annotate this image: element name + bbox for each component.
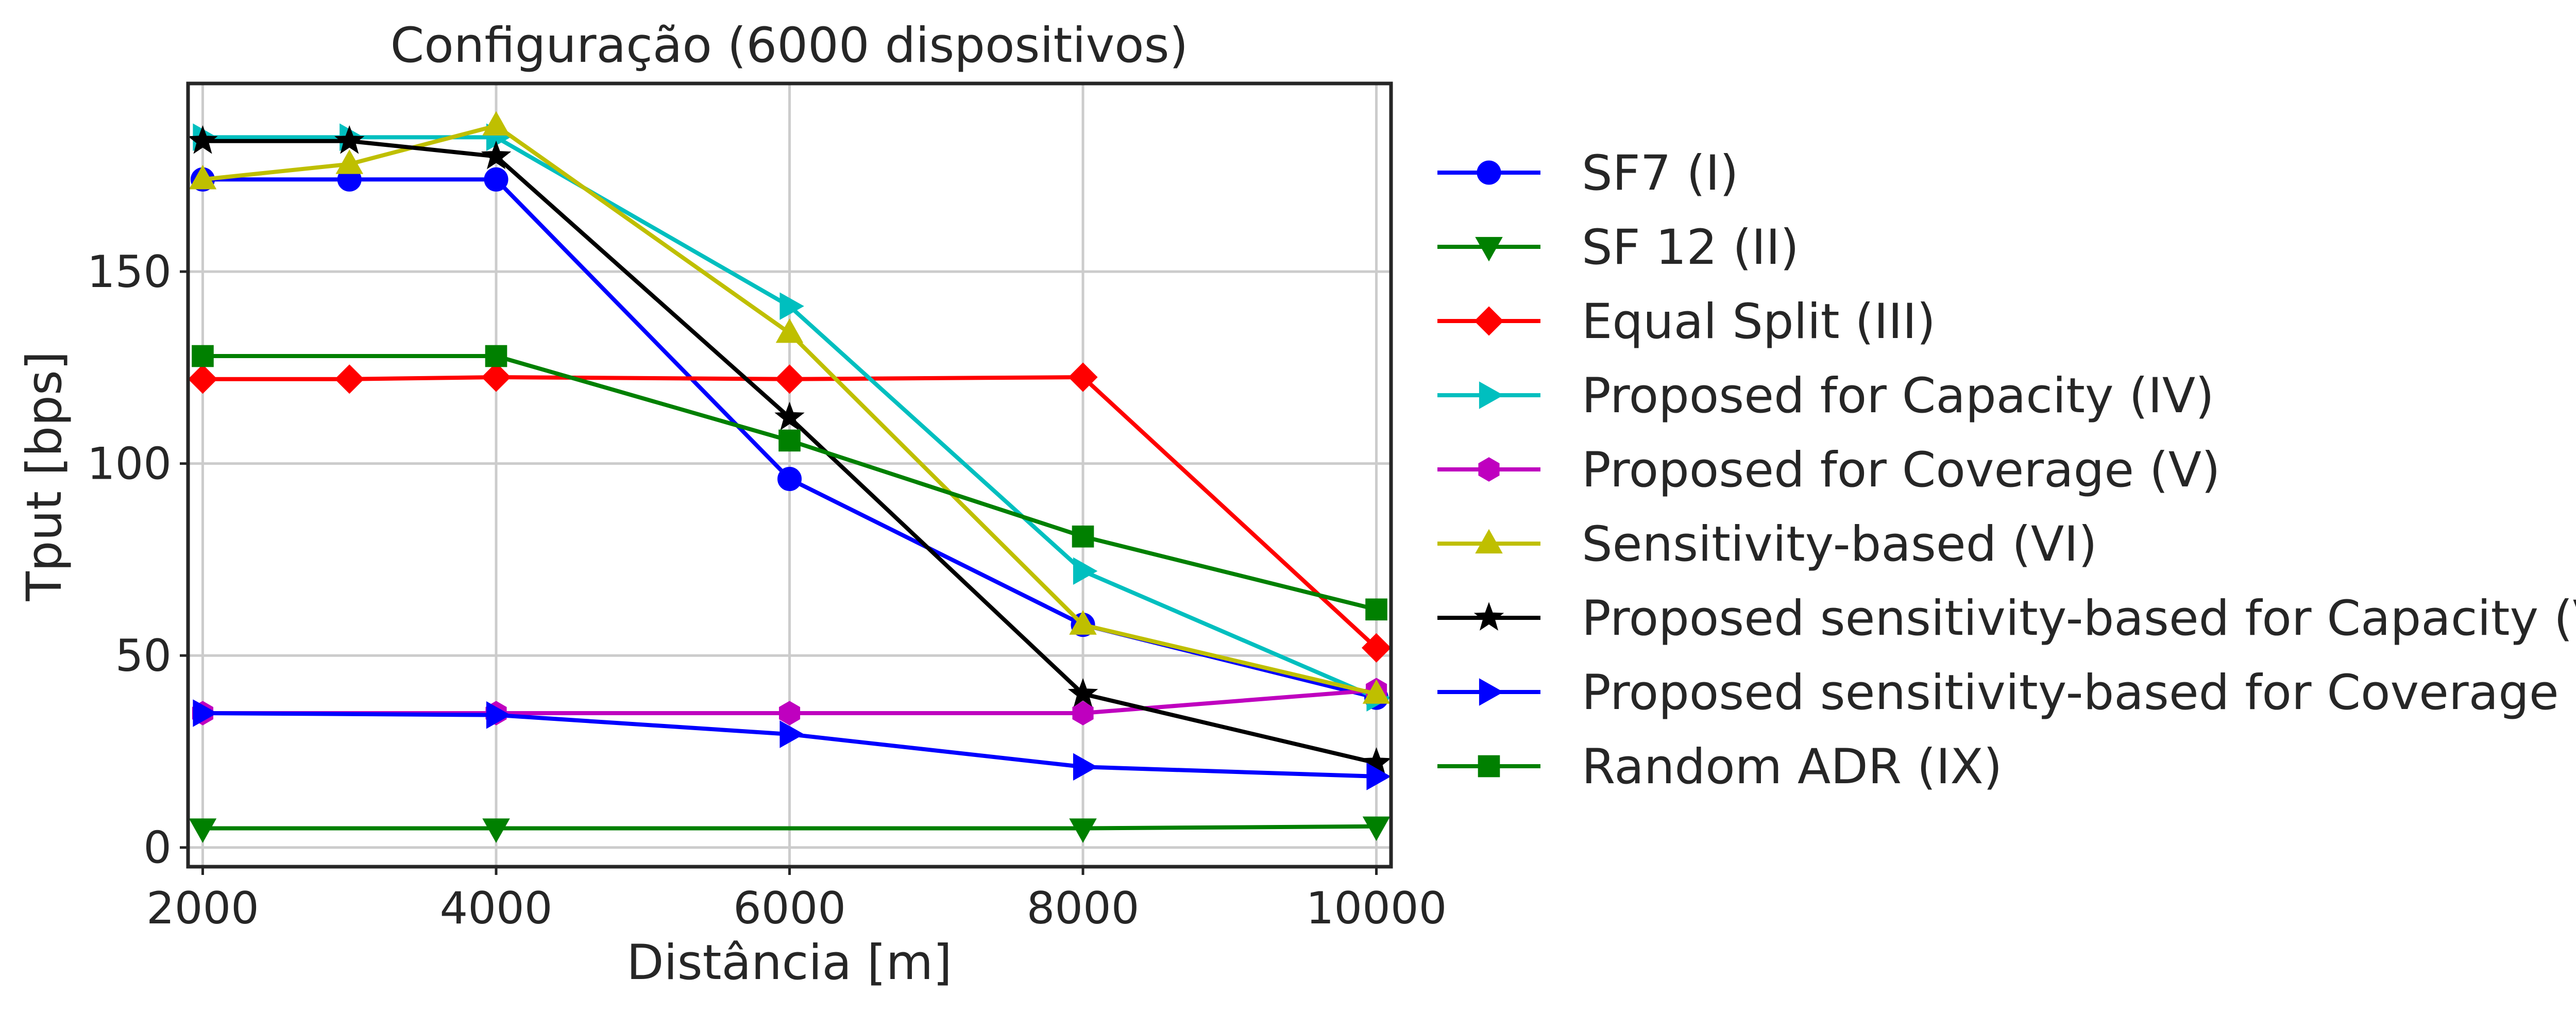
data-point	[188, 364, 217, 394]
legend-label: Sensitivity-based (VI)	[1582, 516, 2097, 572]
x-axis-label: Distância [m]	[626, 935, 952, 991]
legend-marker	[1479, 678, 1504, 706]
x-tick-label: 2000	[146, 883, 259, 934]
data-point	[188, 125, 218, 154]
y-tick-label: 0	[143, 822, 172, 874]
series-line	[202, 135, 1378, 700]
data-point	[485, 345, 507, 367]
data-point	[1069, 818, 1097, 843]
data-point	[1068, 362, 1098, 392]
legend-label: Proposed for Capacity (IV)	[1582, 368, 2214, 424]
series-line	[202, 123, 1377, 696]
legend-label: SF 12 (II)	[1582, 220, 1799, 276]
legend-marker	[1479, 381, 1504, 409]
data-point	[1072, 701, 1094, 726]
data-point	[1072, 525, 1094, 548]
legend-entry: Equal Split (III)	[1437, 294, 1936, 350]
chart-title: Configuração (6000 dispositivos)	[391, 18, 1189, 74]
data-point	[192, 345, 214, 367]
legend-entry: Proposed for Capacity (IV)	[1437, 368, 2214, 424]
legend-label: Proposed sensitivity-based for Capacity …	[1582, 591, 2576, 647]
data-point	[189, 164, 217, 190]
data-point	[1362, 633, 1392, 663]
y-tick-label: 50	[115, 630, 172, 682]
y-tick-label: 150	[87, 246, 172, 298]
data-point	[193, 699, 217, 727]
data-point	[779, 720, 804, 748]
data-point	[334, 364, 364, 394]
x-tick-label: 6000	[733, 883, 846, 934]
data-point	[1069, 610, 1097, 635]
data-point	[775, 318, 804, 343]
data-point	[777, 466, 802, 491]
legend-entry: SF 12 (II)	[1437, 220, 1799, 276]
series-8	[193, 699, 1391, 790]
legend-entry: Proposed for Coverage (V)	[1437, 442, 2221, 498]
legend-label: Random ADR (IX)	[1582, 739, 2002, 795]
series-9	[192, 345, 1387, 621]
series-7	[188, 125, 1392, 776]
legend-marker	[1478, 755, 1500, 778]
data-point	[1073, 557, 1098, 585]
data-point	[1362, 679, 1391, 704]
legend-marker	[1475, 237, 1503, 262]
legend-entry: SF7 (I)	[1437, 145, 1739, 201]
series-line	[202, 139, 1377, 765]
data-point	[486, 701, 511, 729]
legend-marker	[1474, 306, 1504, 336]
series-line	[202, 824, 1377, 831]
legend-entry: Proposed sensitivity-based for Capacity …	[1437, 591, 2576, 647]
data-point	[774, 364, 805, 394]
data-point	[774, 401, 805, 431]
series-6	[189, 111, 1391, 704]
data-point	[1067, 678, 1098, 707]
data-point	[1366, 763, 1391, 790]
data-point	[482, 111, 510, 136]
data-point	[484, 167, 509, 192]
series-2	[189, 816, 1391, 843]
legend-label: Proposed sensitivity-based for Coverage …	[1582, 665, 2576, 721]
data-point	[481, 362, 511, 392]
legend-label: SF7 (I)	[1582, 145, 1739, 201]
x-tick-label: 4000	[440, 883, 553, 934]
legend-marker	[1473, 602, 1504, 631]
legend: SF7 (I) SF 12 (II) Equal Split (III) Propos…	[1437, 145, 2576, 795]
legend-marker	[1478, 457, 1500, 482]
x-tick-label: 8000	[1027, 883, 1140, 934]
y-axis-label: Tput [bps]	[16, 351, 73, 601]
data-point	[779, 292, 804, 320]
series-3	[188, 362, 1392, 663]
axes-frame	[186, 81, 1393, 869]
data-point	[778, 701, 801, 726]
legend-entry: Random ADR (IX)	[1437, 739, 2002, 795]
data-point	[778, 429, 801, 452]
data-point	[334, 125, 365, 154]
data-point	[1362, 816, 1391, 841]
legend-label: Equal Split (III)	[1582, 294, 1936, 350]
legend-entry: Proposed sensitivity-based for Coverage …	[1437, 665, 2576, 721]
data-point	[482, 818, 510, 843]
legend-label: Proposed for Coverage (V)	[1582, 442, 2221, 498]
legend-marker	[1477, 160, 1501, 185]
data-point	[481, 140, 512, 170]
data-point	[189, 818, 217, 843]
data-point	[1365, 598, 1387, 621]
data-point	[1073, 753, 1098, 781]
data-point	[335, 149, 364, 174]
plot-area: 2000 4000 6000 8000 10000 0 50 100 150	[87, 81, 1447, 934]
series-line	[202, 375, 1378, 650]
legend-entry: Sensitivity-based (VI)	[1437, 516, 2097, 572]
legend-marker	[1475, 529, 1503, 554]
x-tick-label: 10000	[1306, 883, 1447, 934]
y-tick-label: 100	[87, 438, 172, 490]
